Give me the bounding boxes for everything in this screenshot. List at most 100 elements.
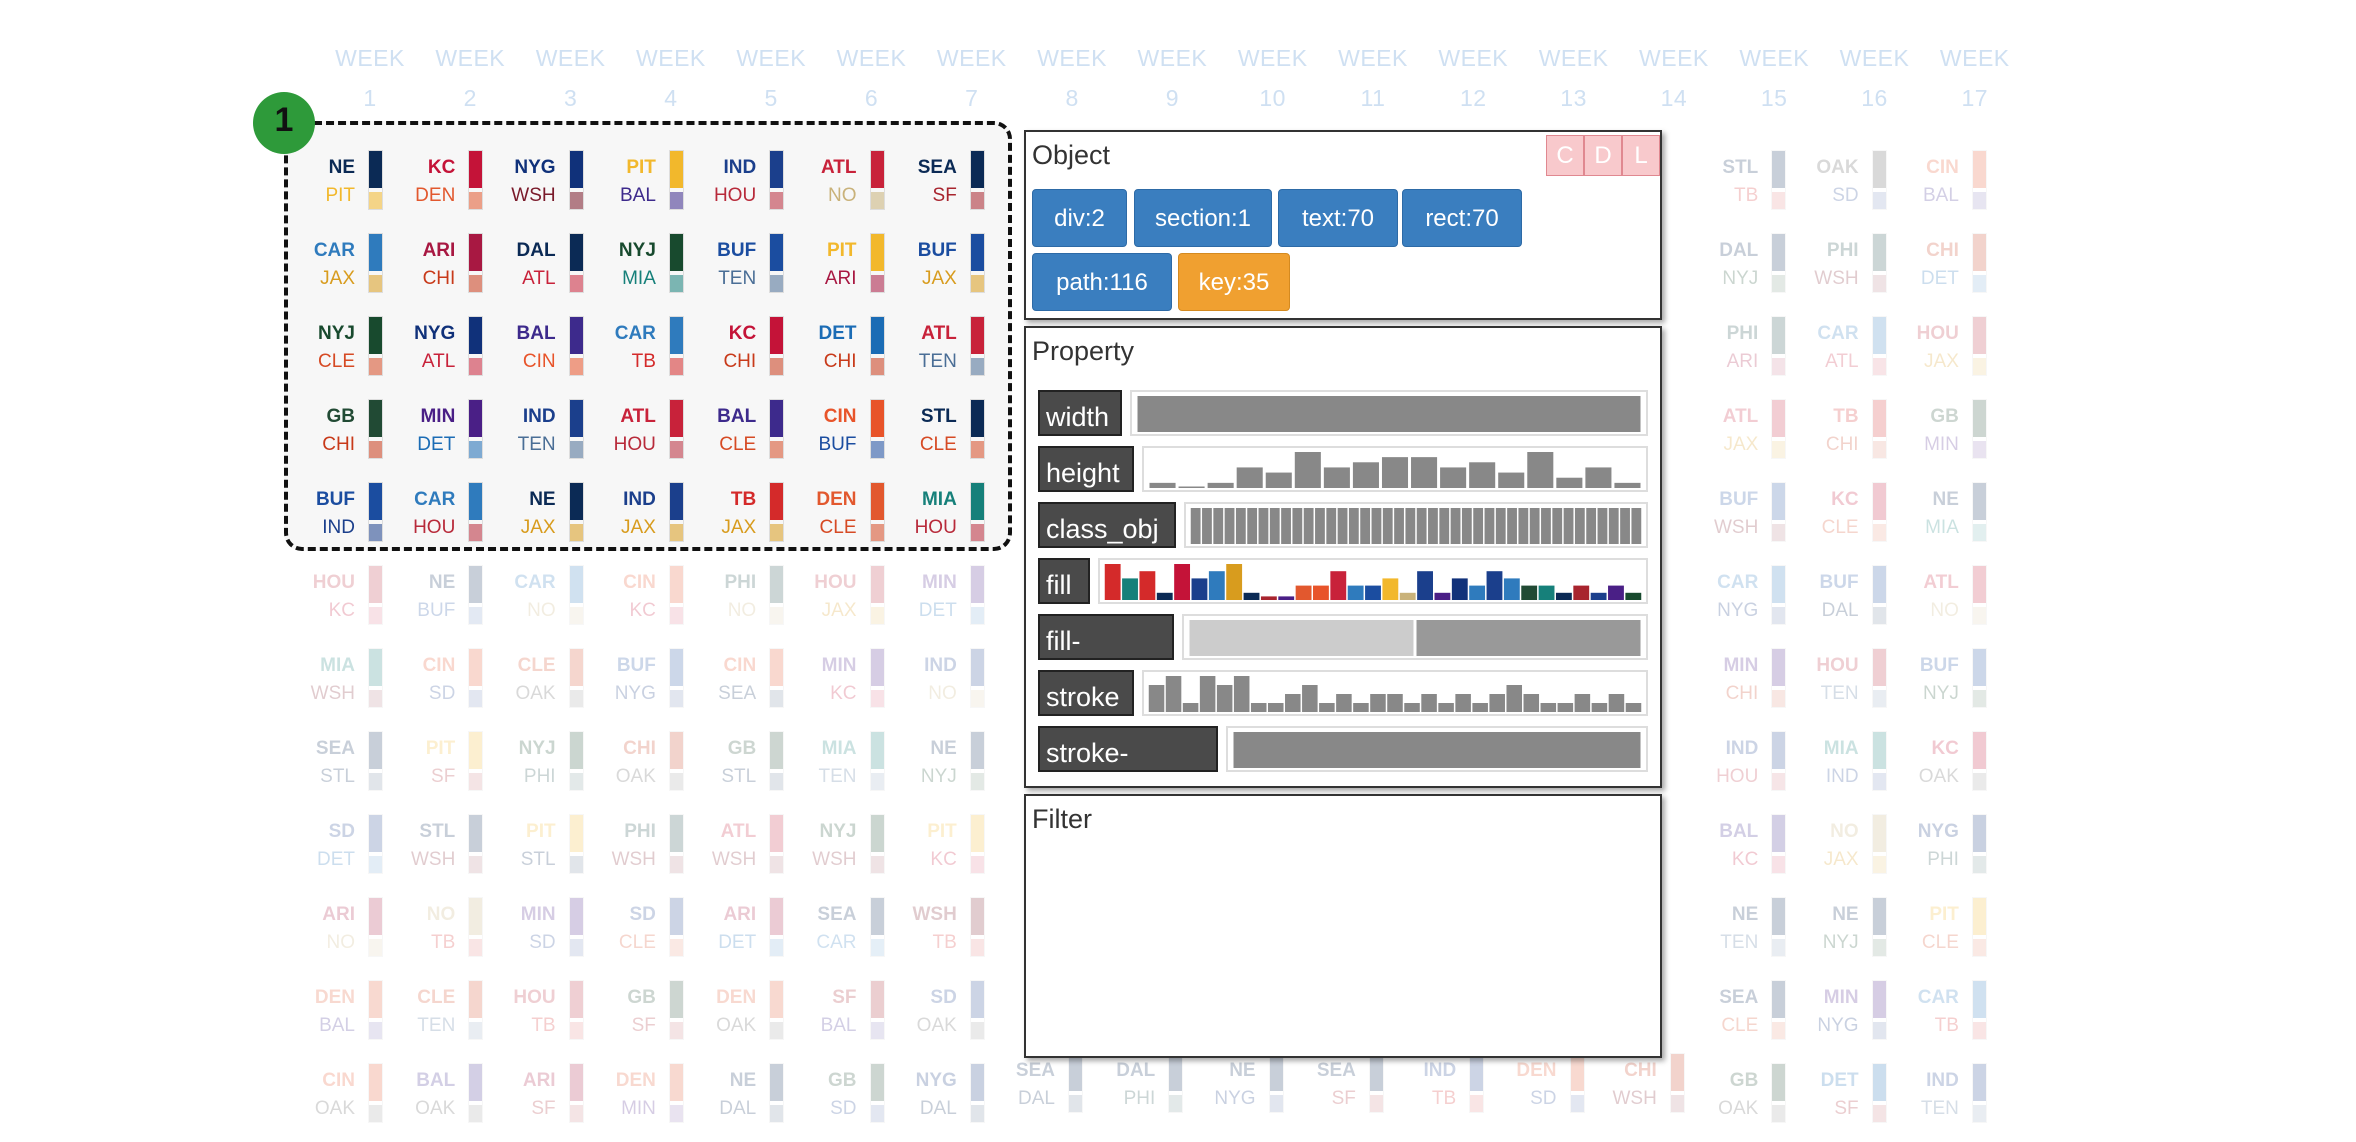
section-object-button[interactable]: section:1 (1134, 189, 1272, 247)
property-histogram[interactable] (1130, 390, 1648, 436)
property-histogram[interactable] (1182, 614, 1648, 660)
histogram-bar[interactable] (1590, 592, 1607, 600)
histogram-bar[interactable] (1165, 676, 1182, 712)
game-cell[interactable]: SF BAL (819, 980, 889, 1050)
game-cell[interactable]: HOU JAX (1917, 316, 1991, 386)
game-cell[interactable]: ARI NO (317, 897, 387, 967)
histogram-bar[interactable] (1439, 508, 1450, 544)
div-object-button[interactable]: div:2 (1032, 189, 1127, 247)
game-cell[interactable]: NE NYJ (919, 731, 989, 801)
game-cell[interactable]: BAL KC (1719, 814, 1790, 884)
game-cell[interactable]: IND TEN (1921, 1063, 1991, 1133)
game-cell[interactable]: IND NO (919, 648, 989, 718)
histogram-bar[interactable] (1243, 592, 1260, 600)
histogram-bar[interactable] (1438, 703, 1454, 712)
game-cell[interactable]: CIN KC (618, 565, 688, 635)
histogram-bar[interactable] (1556, 477, 1583, 488)
histogram-bar[interactable] (1303, 508, 1314, 544)
histogram-bar[interactable] (1156, 592, 1173, 600)
histogram-bar[interactable] (1455, 694, 1471, 712)
histogram-bar[interactable] (1178, 486, 1205, 489)
property-row-fill[interactable]: fill (1038, 558, 1648, 604)
histogram-bar[interactable] (1336, 694, 1352, 712)
game-cell[interactable]: IND HOU (714, 150, 788, 220)
game-cell[interactable]: CIN BAL (1921, 150, 1991, 220)
game-cell[interactable]: BUF IND (316, 482, 387, 552)
histogram-bar[interactable] (1417, 571, 1433, 600)
histogram-bar[interactable] (1489, 694, 1505, 712)
d-toggle-button[interactable]: D (1584, 135, 1622, 176)
histogram-bar[interactable] (1585, 467, 1612, 488)
histogram-bar[interactable] (1233, 732, 1641, 768)
game-cell[interactable]: IND TB (1418, 1053, 1488, 1123)
game-cell[interactable]: DAL NYJ (1719, 233, 1790, 303)
game-cell[interactable]: CLE OAK (515, 648, 588, 718)
histogram-bar[interactable] (1469, 462, 1496, 488)
game-cell[interactable]: IND JAX (618, 482, 688, 552)
game-cell[interactable]: BAL OAK (415, 1063, 487, 1133)
histogram-bar[interactable] (1382, 578, 1399, 600)
histogram-bar[interactable] (1495, 508, 1506, 544)
game-cell[interactable]: NYJ CLE (317, 316, 387, 386)
histogram-bar[interactable] (1484, 508, 1495, 544)
histogram-bar[interactable] (1269, 508, 1280, 544)
histogram-bar[interactable] (1469, 585, 1486, 600)
histogram-bar[interactable] (1518, 508, 1529, 544)
game-cell[interactable]: ATL WSH (712, 814, 788, 884)
histogram-bar[interactable] (1538, 585, 1555, 600)
game-cell[interactable]: BUF TEN (717, 233, 788, 303)
game-cell[interactable]: CIN SD (417, 648, 487, 718)
selection-badge[interactable]: 1 (253, 92, 315, 154)
histogram-bar[interactable] (1319, 703, 1335, 712)
game-cell[interactable]: HOU TEN (1816, 648, 1891, 718)
property-label[interactable]: class_obj (1038, 502, 1176, 548)
game-cell[interactable]: CHI OAK (616, 731, 688, 801)
histogram-bar[interactable] (1148, 685, 1165, 712)
histogram-bar[interactable] (1614, 482, 1641, 488)
histogram-bar[interactable] (1139, 571, 1156, 600)
histogram-bar[interactable] (1503, 578, 1520, 600)
game-cell[interactable]: ATL NO (1921, 565, 1991, 635)
histogram-bar[interactable] (1486, 571, 1503, 600)
histogram-bar[interactable] (1295, 585, 1312, 600)
c-toggle-button[interactable]: C (1546, 135, 1584, 176)
game-cell[interactable]: NE NYJ (1821, 897, 1891, 967)
histogram-bar[interactable] (1190, 508, 1201, 544)
histogram-bar[interactable] (1573, 585, 1590, 600)
histogram-bar[interactable] (1278, 596, 1295, 600)
property-histogram[interactable] (1142, 446, 1648, 492)
text-object-button[interactable]: text:70 (1278, 189, 1398, 247)
game-cell[interactable]: ATL HOU (614, 399, 688, 469)
histogram-bar[interactable] (1292, 508, 1303, 544)
game-cell[interactable]: KC OAK (1919, 731, 1991, 801)
game-cell[interactable]: MIN DET (417, 399, 487, 469)
histogram-bar[interactable] (1294, 452, 1321, 488)
property-label[interactable]: height (1038, 446, 1134, 492)
histogram-bar[interactable] (1440, 467, 1467, 488)
histogram-bar[interactable] (1416, 508, 1427, 544)
histogram-bar[interactable] (1574, 694, 1591, 712)
game-cell[interactable]: DEN SD (1516, 1053, 1589, 1123)
histogram-bar[interactable] (1461, 508, 1472, 544)
histogram-bar[interactable] (1472, 703, 1488, 712)
property-label[interactable]: fill (1038, 558, 1090, 604)
game-cell[interactable]: MIN DET (919, 565, 989, 635)
game-cell[interactable]: PHI ARI (1720, 316, 1790, 386)
game-cell[interactable]: SEA DAL (1016, 1053, 1087, 1123)
histogram-bar[interactable] (1387, 694, 1403, 712)
histogram-bar[interactable] (1597, 508, 1608, 544)
key-object-button[interactable]: key:35 (1178, 253, 1290, 311)
histogram-bar[interactable] (1473, 508, 1484, 544)
histogram-bar[interactable] (1347, 585, 1364, 600)
histogram-bar[interactable] (1557, 703, 1574, 712)
game-cell[interactable]: DET SF (1821, 1063, 1891, 1133)
histogram-bar[interactable] (1552, 508, 1563, 544)
game-cell[interactable]: BUF DAL (1820, 565, 1891, 635)
game-cell[interactable]: PIT ARI (819, 233, 889, 303)
game-cell[interactable]: DAL PHI (1116, 1053, 1187, 1123)
histogram-bar[interactable] (1416, 620, 1641, 656)
game-cell[interactable]: PHI NO (718, 565, 788, 635)
game-cell[interactable]: ATL NO (819, 150, 889, 220)
property-label[interactable]: stroke (1038, 670, 1134, 716)
game-cell[interactable]: STL TB (1720, 150, 1790, 220)
